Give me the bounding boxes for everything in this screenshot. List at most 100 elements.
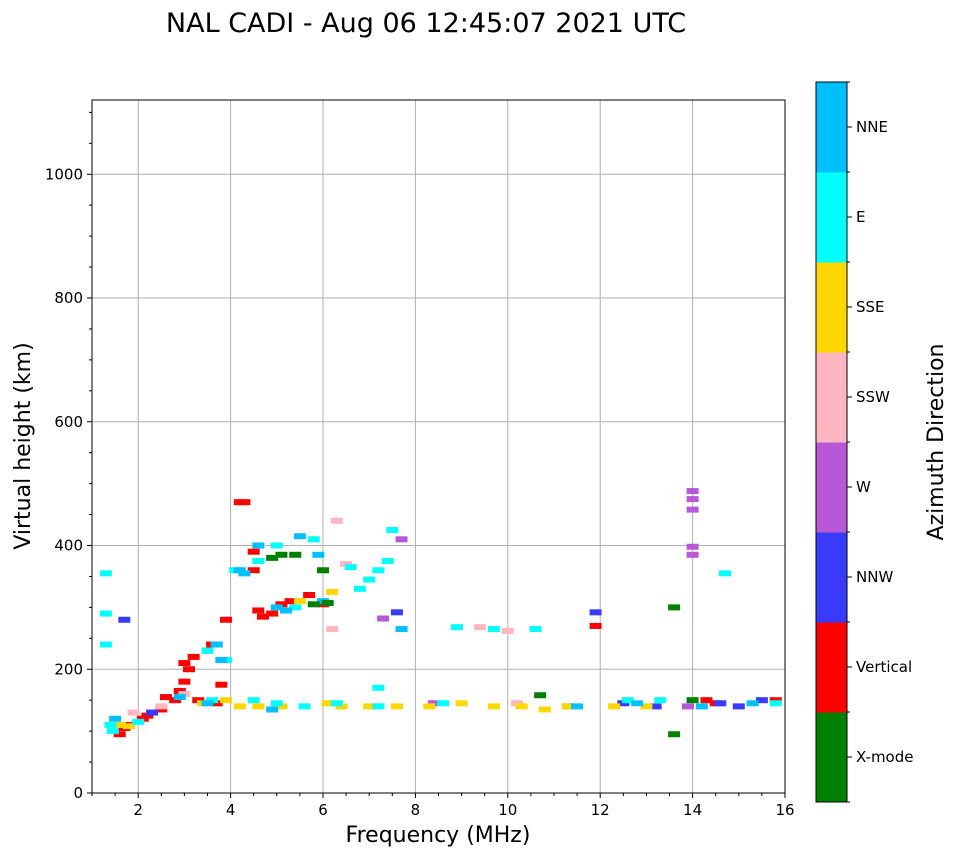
data-point [106, 728, 119, 735]
data-point [233, 703, 246, 710]
data-point [238, 570, 251, 577]
y-axis-label: Virtual height (km) [11, 342, 36, 549]
data-point [219, 697, 232, 704]
data-point [99, 641, 112, 648]
data-point [686, 506, 699, 513]
data-point [293, 533, 306, 540]
data-point [104, 721, 117, 728]
y-axis-ticks: 0 200 400 600 800 1000 [45, 111, 92, 802]
data-point [714, 700, 727, 707]
data-point [755, 697, 768, 704]
y-tick-label: 600 [54, 413, 83, 431]
data-point [210, 641, 223, 648]
data-points [99, 488, 782, 738]
plot-area [92, 100, 785, 793]
data-point [275, 551, 288, 558]
data-point [132, 718, 145, 725]
data-point [340, 561, 353, 568]
colorbar-segment [816, 622, 847, 713]
data-point [746, 700, 759, 707]
data-point [280, 607, 293, 614]
data-point [589, 622, 602, 629]
data-point [219, 616, 232, 623]
data-point [381, 557, 394, 564]
x-tick-label: 14 [683, 801, 702, 819]
data-point [700, 697, 713, 704]
colorbar-tick-label: E [856, 208, 865, 226]
data-point [372, 703, 385, 710]
data-point [215, 656, 228, 663]
data-point [247, 548, 260, 555]
colorbar-tick-label: NNE [856, 118, 888, 136]
data-point [631, 700, 644, 707]
data-point [769, 697, 782, 704]
y-tick-label: 1000 [45, 165, 83, 183]
data-point [122, 723, 135, 730]
data-point [681, 703, 694, 710]
data-point [233, 567, 246, 574]
data-point [344, 564, 357, 571]
data-point [450, 624, 463, 631]
data-point [561, 703, 574, 710]
data-point [386, 527, 399, 534]
data-point [210, 700, 223, 707]
data-point [173, 687, 186, 694]
data-point [284, 598, 297, 605]
data-point [183, 666, 196, 673]
data-point [363, 703, 376, 710]
x-tick-label: 4 [226, 801, 236, 819]
data-point [372, 684, 385, 691]
data-point [275, 601, 288, 608]
data-point [330, 517, 343, 524]
x-tick-label: 6 [318, 801, 328, 819]
data-point [538, 706, 551, 713]
data-point [649, 703, 662, 710]
data-point [511, 700, 524, 707]
data-point [317, 567, 329, 574]
data-point [312, 551, 325, 558]
data-point [99, 610, 112, 617]
data-point [238, 499, 251, 506]
data-point [270, 542, 283, 549]
data-point [289, 551, 302, 558]
y-tick-label: 800 [54, 289, 83, 307]
data-point [718, 570, 731, 577]
data-point [155, 706, 168, 713]
data-point [437, 700, 450, 707]
data-point [686, 551, 699, 558]
data-point [247, 567, 260, 574]
data-point [109, 715, 122, 722]
x-axis-label: Frequency (MHz) [346, 823, 531, 848]
data-point [270, 700, 283, 707]
data-point [571, 703, 584, 710]
data-point [256, 613, 269, 620]
x-tick-label: 16 [775, 801, 794, 819]
colorbar-segment [816, 172, 847, 263]
data-point [589, 609, 602, 616]
data-point [455, 700, 468, 707]
data-point [127, 709, 140, 716]
data-point [617, 700, 630, 707]
data-point [252, 557, 265, 564]
data-point [141, 712, 154, 719]
data-point [390, 703, 403, 710]
data-point [668, 604, 681, 611]
data-point [252, 542, 265, 549]
chart-title: NAL CADI - Aug 06 12:45:07 2021 UTC [166, 8, 686, 39]
data-point [159, 694, 172, 701]
data-point [423, 703, 436, 710]
colorbar-tick-label: SSE [856, 298, 885, 316]
data-point [686, 697, 699, 704]
data-point [534, 692, 547, 699]
data-point [136, 715, 149, 722]
data-point [326, 588, 339, 595]
data-point [515, 703, 528, 710]
data-point [390, 609, 403, 616]
data-point [395, 626, 408, 633]
data-point [640, 703, 653, 710]
data-point [668, 731, 681, 738]
data-point [321, 600, 334, 607]
data-point [427, 700, 440, 707]
data-point [155, 703, 168, 710]
